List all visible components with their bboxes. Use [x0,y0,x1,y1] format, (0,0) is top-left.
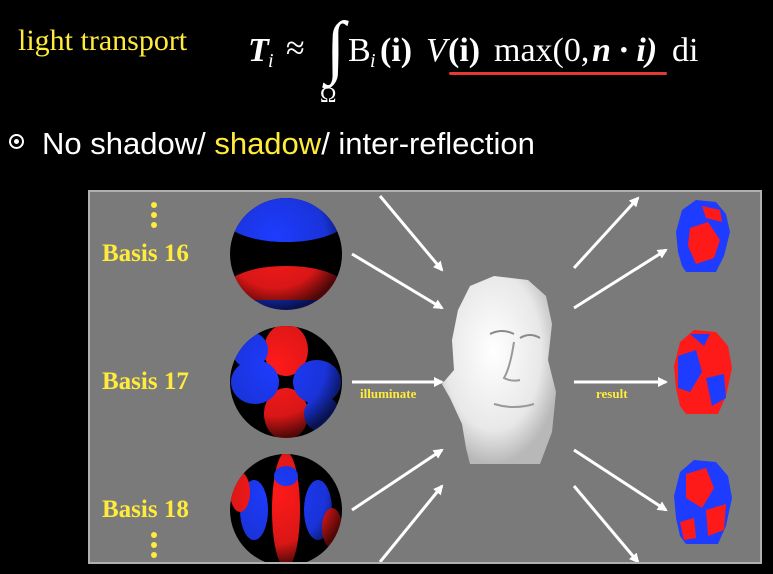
basis-17-sphere [230,326,342,438]
light-transport-label: light transport [18,24,188,57]
vertical-dots-top [151,202,157,232]
basis-17-label: Basis 17 [102,368,189,395]
illuminate-label: illuminate [360,386,417,401]
result-label: result [596,386,628,401]
formula-V: V [426,32,447,69]
formula-T: T [248,32,269,69]
result-head-16 [676,200,730,272]
formula-n-dot-i: n · i) [592,32,658,69]
basis-figure-panel: Basis 16 Basis 17 Basis 18 illuminate re… [88,190,762,564]
bullet-line: No shadow/ shadow/ inter-reflection [6,126,535,162]
formula-approx: ≈ [286,30,305,67]
result-arrows [572,196,668,562]
formula-B-subscript: i [370,50,376,72]
formula-di: di [672,32,699,69]
formula-integral: ∫ [326,9,346,86]
result-head-17 [674,330,732,414]
incoming-light-arrows [351,195,444,562]
basis-16-label: Basis 16 [102,240,189,267]
formula-T-subscript: i [268,50,274,72]
basis-18-sphere [230,454,342,562]
basis-18-label: Basis 18 [102,496,189,523]
formula-B: B [348,32,371,69]
vertical-dots-bottom [151,532,157,562]
center-head-bust [442,276,556,464]
bullet-icon [9,134,24,149]
light-transport-formula: T i ≈ ∫ Ω B i (i) V (i) max(0, n · i) di [244,9,764,114]
formula-domain: Ω [320,82,337,107]
formula-B-argument: (i) [380,32,413,69]
formula-V-argument: (i) [448,32,481,69]
figure-svg [230,195,732,562]
bullet-text-shadow: shadow [214,126,322,161]
bullet-text-3: / inter-reflection [321,126,535,161]
result-head-18 [674,460,732,544]
bullet-text-1: No shadow/ [42,126,215,161]
basis-16-sphere [230,198,342,310]
formula-max: max(0, [494,32,590,69]
visibility-underline [449,72,667,75]
